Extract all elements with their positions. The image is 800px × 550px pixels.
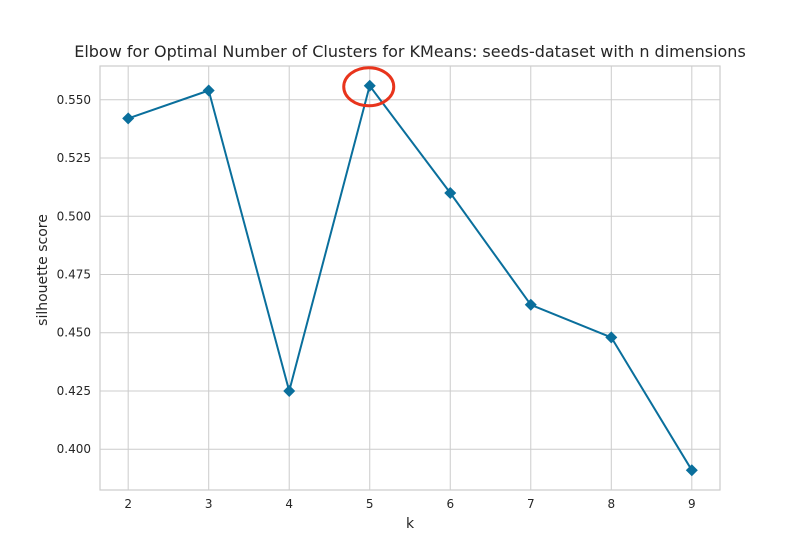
data-point (202, 84, 215, 97)
highlight-group (342, 66, 396, 108)
y-tick-label: 0.425 (57, 384, 91, 398)
y-tick-label: 0.475 (57, 268, 91, 282)
data-point (122, 112, 135, 125)
optimal-k-highlight-circle (342, 66, 396, 108)
data-point (444, 186, 457, 199)
y-axis-ticks: 0.400 0.425 0.450 0.475 0.500 0.525 0.550 (57, 93, 91, 456)
plot-frame (99, 65, 721, 491)
y-tick-label: 0.550 (57, 93, 91, 107)
y-tick-label: 0.450 (57, 326, 91, 340)
x-tick-label: 4 (285, 497, 293, 511)
y-tick-label: 0.400 (57, 442, 91, 456)
series-line (127, 84, 693, 471)
data-point (605, 331, 618, 344)
x-tick-label: 7 (527, 497, 535, 511)
x-axis-label: k (406, 516, 415, 532)
series-group (122, 79, 698, 477)
data-point (283, 384, 296, 397)
y-axis-label: silhouette score (35, 214, 51, 326)
data-point (524, 298, 537, 311)
x-tick-label: 3 (205, 497, 213, 511)
x-tick-label: 8 (607, 497, 615, 511)
data-point (363, 79, 376, 92)
chart-title: Elbow for Optimal Number of Clusters for… (74, 42, 746, 61)
y-tick-label: 0.525 (57, 151, 91, 165)
x-axis-ticks: 2 3 4 5 6 7 8 9 (124, 497, 695, 511)
data-point (685, 464, 698, 477)
x-tick-label: 2 (124, 497, 132, 511)
x-tick-label: 9 (688, 497, 696, 511)
x-tick-label: 6 (446, 497, 454, 511)
x-tick-label: 5 (366, 497, 374, 511)
y-tick-label: 0.500 (57, 209, 91, 223)
grid (100, 66, 720, 490)
